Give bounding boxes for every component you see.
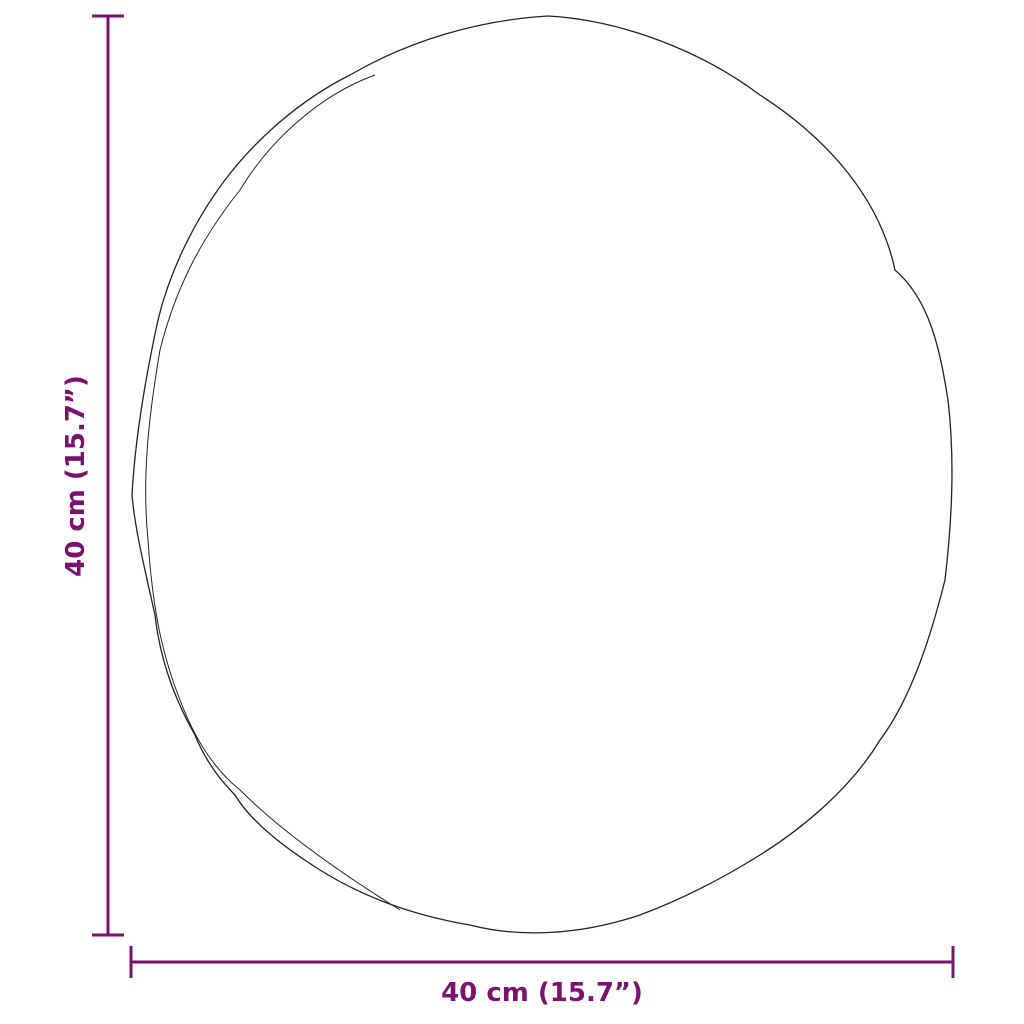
height-dimension-line [92,14,124,937]
height-label: 40 cm (15.7”) [61,375,91,577]
width-label: 40 cm (15.7”) [441,978,643,1008]
mirror-bevel-edge [145,74,401,911]
width-dimension-line [129,946,955,978]
mirror-outline [131,15,953,934]
